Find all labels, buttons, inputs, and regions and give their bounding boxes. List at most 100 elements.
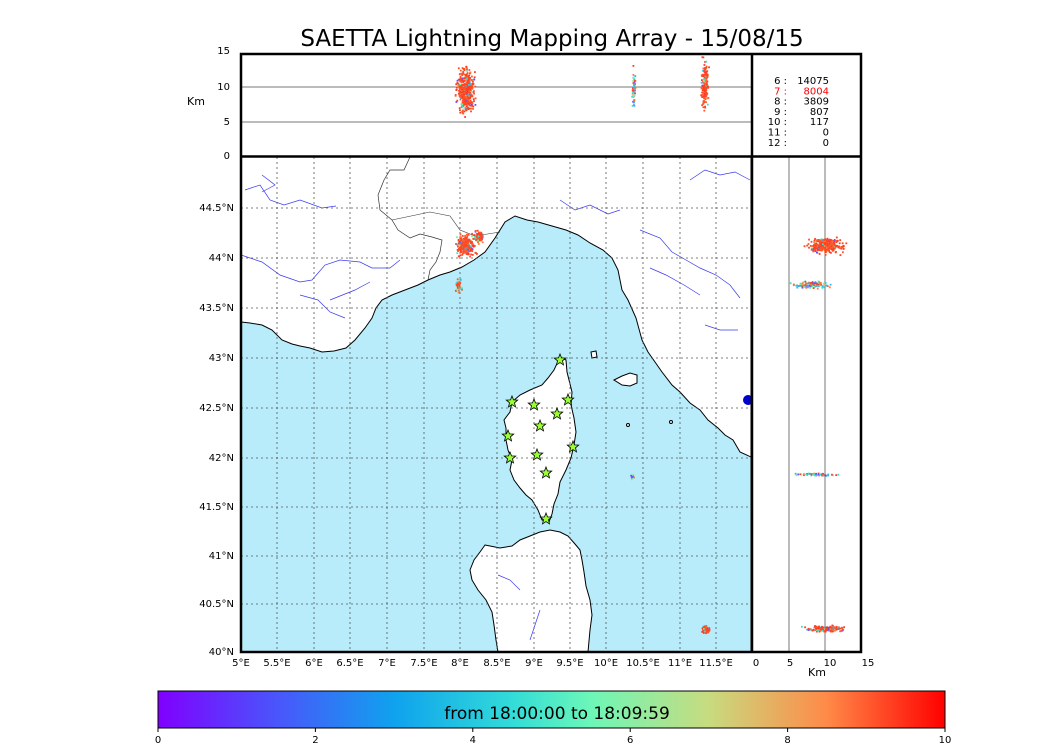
lightning-source xyxy=(701,627,704,630)
lightning-source xyxy=(462,72,465,75)
stats-station-count: 6 : xyxy=(774,76,787,87)
lightning-source xyxy=(459,78,462,81)
lightning-source xyxy=(815,247,818,250)
lightning-source xyxy=(471,85,473,87)
lightning-source xyxy=(456,79,459,82)
lightning-source xyxy=(814,249,817,252)
lightning-source xyxy=(807,472,810,475)
lightning-source xyxy=(467,252,470,255)
lightning-source xyxy=(461,67,464,69)
lightning-source xyxy=(466,91,468,94)
lightning-source xyxy=(824,474,827,477)
lightning-source xyxy=(706,627,709,629)
lightning-source xyxy=(456,82,459,85)
lat-label: 42°N xyxy=(209,453,234,464)
side-panel: 0 5 10 15 Km xyxy=(753,157,874,679)
lightning-source xyxy=(828,251,831,254)
lightning-source xyxy=(808,282,811,285)
lightning-source xyxy=(830,627,833,630)
lightning-source xyxy=(799,283,802,286)
lightning-source xyxy=(814,282,817,285)
lightning-source xyxy=(705,629,708,631)
lightning-source xyxy=(702,69,704,72)
lightning-source xyxy=(459,83,462,86)
station-star xyxy=(539,465,553,479)
lightning-source xyxy=(476,253,478,255)
lightning-source xyxy=(701,89,704,92)
lightning-source xyxy=(474,237,477,240)
lightning-source xyxy=(633,99,636,101)
lightning-source xyxy=(818,253,821,255)
lightning-source xyxy=(816,626,819,629)
lightning-source xyxy=(630,474,633,477)
lightning-source xyxy=(838,242,841,245)
lightning-source xyxy=(839,239,842,241)
lightning-source xyxy=(708,628,711,631)
lightning-source xyxy=(810,285,812,287)
lightning-source xyxy=(829,240,832,242)
lightning-source xyxy=(454,289,457,292)
lightning-source xyxy=(836,239,839,242)
lightning-source xyxy=(705,632,708,635)
top-ytick-label: 10 xyxy=(217,82,230,93)
lightning-source xyxy=(703,109,706,112)
lightning-source xyxy=(456,99,459,102)
lightning-source xyxy=(705,101,707,103)
station-star xyxy=(501,428,515,442)
lightning-source xyxy=(820,248,822,251)
lightning-source xyxy=(816,249,819,251)
lightning-source xyxy=(842,628,844,631)
lat-label: 41°N xyxy=(209,551,234,562)
lightning-source xyxy=(825,243,828,246)
lightning-source xyxy=(632,74,635,76)
lightning-source xyxy=(707,97,710,99)
lightning-source xyxy=(468,238,471,241)
lightning-source xyxy=(457,78,460,81)
lightning-source xyxy=(465,73,468,76)
lightning-source xyxy=(808,238,810,241)
lightning-source xyxy=(703,97,706,99)
station-star xyxy=(527,397,541,411)
lat-label: 43°N xyxy=(209,353,234,364)
lightning-source xyxy=(818,242,821,244)
lightning-source xyxy=(815,625,818,628)
lightning-source xyxy=(802,281,805,284)
lightning-source xyxy=(464,237,467,239)
lightning-source xyxy=(814,285,816,288)
lightning-source xyxy=(631,104,634,107)
lightning-source xyxy=(701,631,704,633)
lightning-source xyxy=(821,474,823,477)
lightning-source xyxy=(472,98,475,100)
lightning-source xyxy=(809,286,811,289)
lightning-source xyxy=(633,84,635,87)
lightning-source xyxy=(456,284,459,287)
lightning-source xyxy=(703,78,705,81)
lightning-source xyxy=(829,628,832,630)
lightning-source xyxy=(466,70,468,73)
lightning-source xyxy=(481,238,484,241)
lightning-source xyxy=(468,107,471,110)
lightning-source xyxy=(459,278,462,281)
lightning-source xyxy=(708,629,711,632)
lightning-source xyxy=(702,95,704,98)
lightning-source xyxy=(633,104,636,107)
lightning-source xyxy=(701,75,704,77)
lightning-source xyxy=(701,87,703,89)
lma-stations xyxy=(501,352,580,525)
lightning-source xyxy=(702,91,705,94)
lightning-source xyxy=(808,472,811,475)
lightning-source xyxy=(481,241,484,244)
lightning-source xyxy=(463,82,466,85)
lightning-source xyxy=(460,246,463,248)
giglio-island xyxy=(669,420,673,424)
lightning-source xyxy=(814,629,817,632)
lightning-source xyxy=(474,97,477,100)
lightning-source xyxy=(632,76,635,79)
lightning-source xyxy=(705,67,708,69)
lightning-source xyxy=(825,284,828,287)
lightning-source xyxy=(465,245,467,248)
lightning-source xyxy=(633,81,636,83)
lightning-source xyxy=(701,91,703,94)
lightning-source xyxy=(466,236,468,239)
lightning-source xyxy=(831,243,833,246)
